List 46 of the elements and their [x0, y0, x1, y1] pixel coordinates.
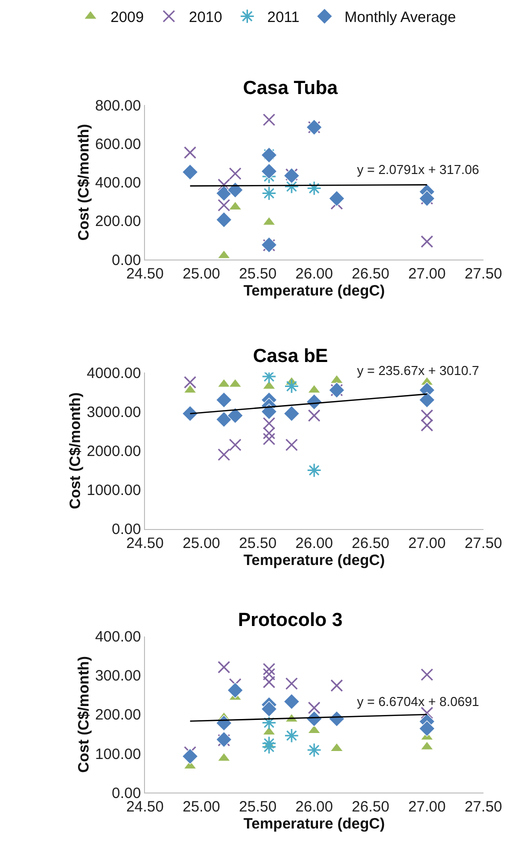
- x-tick-label: 25.00: [182, 534, 220, 552]
- x-tick-label: 25.00: [182, 798, 220, 816]
- y-tick-label: 3000.00: [86, 404, 141, 421]
- x-tick-label: 26.50: [352, 534, 390, 552]
- x-tick-label: 25.50: [238, 266, 277, 283]
- legend-label: 2011: [267, 9, 300, 26]
- y-axis-title: Cost (C$/month): [66, 392, 84, 510]
- x-tick-label: 26.50: [352, 266, 390, 283]
- y-tick-label: 400.00: [95, 174, 141, 192]
- annotation: y = 6.6704x + 8.0691: [357, 694, 480, 709]
- x-tick-label: 27.00: [408, 534, 446, 552]
- y-tick-label: 100.00: [95, 746, 141, 763]
- annotation: y = 235.67x + 3010.7: [357, 363, 480, 378]
- x-axis-title: Temperature (degC): [243, 552, 385, 569]
- annotation: y = 2.0791x + 317.06: [357, 162, 480, 177]
- y-tick-label: 4000.00: [86, 364, 141, 382]
- x-tick-label: 27.00: [408, 266, 446, 283]
- y-tick-label: 400.00: [95, 628, 141, 646]
- x-tick-label: 27.50: [464, 798, 502, 816]
- chart-title: Casa bE: [253, 346, 328, 367]
- y-tick-label: 200.00: [95, 706, 141, 724]
- x-axis-title: Temperature (degC): [243, 816, 385, 833]
- x-tick-label: 27.00: [408, 798, 446, 816]
- x-tick-label: 26.50: [352, 798, 390, 816]
- y-tick-label: 2000.00: [86, 442, 141, 460]
- chart-title: Protocolo 3: [238, 610, 343, 631]
- y-axis-title: Cost (C$/month): [75, 124, 92, 241]
- legend-label: Monthly Average: [344, 9, 456, 26]
- legend-label: 2009: [110, 9, 144, 26]
- x-tick-label: 27.50: [464, 534, 502, 552]
- x-tick-label: 25.50: [238, 534, 277, 552]
- y-axis-title: Cost (C$/month): [75, 656, 92, 773]
- x-tick-label: 25.00: [182, 266, 220, 283]
- x-tick-label: 26.00: [295, 266, 333, 283]
- y-tick-label: 800.00: [95, 97, 141, 114]
- x-tick-label: 26.00: [295, 534, 333, 552]
- x-tick-label: 25.50: [238, 798, 277, 816]
- y-tick-label: 1000.00: [86, 482, 141, 500]
- x-axis-title: Temperature (degC): [243, 282, 385, 300]
- legend-label: 2010: [188, 9, 222, 26]
- x-tick-label: 27.50: [464, 266, 502, 283]
- chart-title: Casa Tuba: [243, 78, 338, 99]
- y-tick-label: 300.00: [95, 668, 141, 685]
- y-tick-label: 200.00: [95, 213, 141, 230]
- y-tick-label: 600.00: [95, 136, 141, 153]
- x-tick-label: 26.00: [295, 798, 333, 816]
